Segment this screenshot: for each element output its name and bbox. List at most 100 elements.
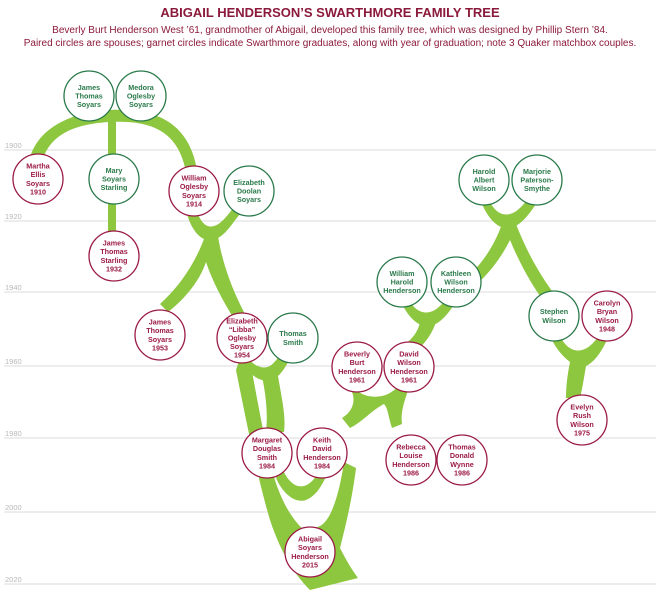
person-circle bbox=[63, 70, 115, 122]
year-label: 2020 bbox=[5, 575, 22, 584]
person-name-line: Henderson bbox=[303, 453, 341, 462]
branch-harold-marjorie bbox=[482, 196, 536, 229]
person-name-line: Rebecca bbox=[396, 443, 427, 452]
person-name-line: Donald bbox=[450, 451, 474, 460]
person-circle bbox=[511, 154, 563, 206]
person-circle bbox=[115, 70, 167, 122]
branch-smith-trunk bbox=[262, 376, 285, 432]
person-name-line: Keith bbox=[313, 436, 331, 445]
branch-stephen-carolyn bbox=[552, 334, 606, 398]
person-name-line: James bbox=[103, 239, 125, 248]
person-name-line: 1984 bbox=[314, 461, 330, 470]
person-name-line: Burt bbox=[350, 358, 365, 367]
person-name-line: Ellis bbox=[31, 170, 46, 179]
person-name-line: Wilson bbox=[542, 316, 566, 325]
person-name-line: Wilson bbox=[570, 420, 594, 429]
person-name-line: Wilson bbox=[397, 358, 421, 367]
person-circle bbox=[383, 341, 435, 393]
branch-main-trunk bbox=[236, 340, 358, 590]
person-name-line: 1975 bbox=[574, 428, 590, 437]
branch-libba-thomas bbox=[238, 340, 296, 381]
branch-soyars-trunk bbox=[160, 236, 246, 322]
person-circle bbox=[528, 290, 580, 342]
person-name-line: Soyars bbox=[102, 175, 126, 184]
branch-henderson-couple bbox=[402, 294, 456, 327]
person-name-line: David bbox=[312, 444, 332, 453]
person-circle bbox=[458, 154, 510, 206]
person-circle bbox=[436, 434, 488, 486]
person-name-line: James bbox=[78, 83, 100, 92]
person-circle bbox=[581, 290, 633, 342]
person-name-line: 1932 bbox=[106, 264, 122, 273]
branch-margaret-keith bbox=[276, 466, 328, 501]
person-name-line: 1914 bbox=[186, 199, 202, 208]
branch-soyars-arch bbox=[28, 109, 197, 172]
header: ABIGAIL HENDERSON’S SWARTHMORE FAMILY TR… bbox=[24, 5, 637, 49]
person-name-line: Thomas bbox=[146, 326, 174, 335]
person-name-line: Wilson bbox=[595, 316, 619, 325]
person-circle bbox=[267, 312, 319, 364]
person-name-line: Mary bbox=[106, 166, 123, 175]
person-name-line: Medora bbox=[128, 83, 155, 92]
person-name-line: Soyars bbox=[237, 195, 261, 204]
person-name-line: 1961 bbox=[349, 375, 365, 384]
person-name-line: 1953 bbox=[152, 343, 168, 352]
person-name-line: Oglesby bbox=[228, 334, 256, 343]
year-label: 1900 bbox=[5, 141, 22, 150]
person-name-line: Thomas bbox=[75, 92, 103, 101]
person-name-line: 1954 bbox=[234, 351, 250, 360]
person-circle bbox=[216, 312, 268, 364]
person-name-line: Martha bbox=[26, 162, 51, 171]
person-circle bbox=[88, 153, 140, 205]
person-name-line: Henderson bbox=[383, 286, 421, 295]
person-name-line: 1986 bbox=[454, 468, 470, 477]
person-name-line: Stephen bbox=[540, 307, 568, 316]
person-name-line: Thomas bbox=[100, 247, 128, 256]
person-name-line: Abigail bbox=[298, 535, 322, 544]
person-circle bbox=[556, 394, 608, 446]
year-label: 2000 bbox=[5, 503, 22, 512]
person-circle bbox=[134, 309, 186, 361]
person-name-line: Kathleen bbox=[441, 269, 471, 278]
person-name-line: Harold bbox=[473, 167, 496, 176]
year-label: 1940 bbox=[5, 283, 22, 292]
person-name-line: Smith bbox=[257, 453, 277, 462]
person-name-line: Doolan bbox=[237, 187, 261, 196]
person-name-line: 2015 bbox=[302, 560, 318, 569]
year-label: 1960 bbox=[5, 357, 22, 366]
person-name-line: Thomas bbox=[279, 329, 307, 338]
person-name-line: Starling bbox=[101, 256, 128, 265]
person-circle bbox=[430, 256, 482, 308]
person-name-line: “Libba” bbox=[229, 325, 256, 334]
person-name-line: Soyars bbox=[77, 100, 101, 109]
year-label: 1920 bbox=[5, 212, 22, 221]
person-circle bbox=[385, 434, 437, 486]
person-name-line: David bbox=[399, 350, 419, 359]
person-circle bbox=[284, 526, 336, 578]
person-name-line: Harold bbox=[391, 278, 414, 287]
person-name-line: Starling bbox=[101, 183, 128, 192]
branch-beverly-david bbox=[342, 378, 410, 428]
person-name-line: Elizabeth bbox=[233, 178, 265, 187]
person-name-line: Wynne bbox=[450, 460, 473, 469]
people-nodes: JamesThomasSoyarsMedoraOglesbySoyarsMart… bbox=[12, 70, 633, 578]
person-circle bbox=[241, 427, 293, 479]
